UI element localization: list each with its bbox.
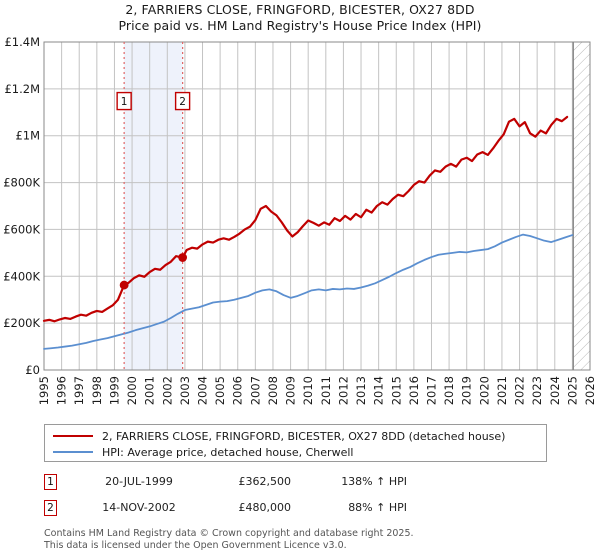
transaction-hpi-delta: 138% ↑ HPI (341, 475, 407, 488)
x-axis-tick-label: 2017 (424, 376, 438, 405)
x-axis-tick-label: 2007 (248, 376, 262, 405)
x-axis-tick-label: 2015 (389, 376, 403, 405)
legend-item-price-paid: 2, FARRIERS CLOSE, FRINGFORD, BICESTER, … (53, 428, 505, 444)
x-axis-tick-label: 2018 (442, 376, 456, 405)
x-axis-tick-label: 2003 (178, 376, 192, 405)
x-axis-tick-label: 2020 (477, 376, 491, 405)
legend-swatch-price-paid-icon (53, 435, 93, 437)
chart-footer: Contains HM Land Registry data © Crown c… (44, 528, 564, 551)
footer-licence: This data is licensed under the Open Gov… (44, 539, 347, 551)
x-axis-tick-label: 2022 (513, 376, 527, 405)
x-axis-tick-label: 1997 (72, 376, 86, 405)
legend-swatch-hpi-icon (53, 451, 93, 453)
x-axis-tick-label: 2006 (231, 376, 245, 405)
transaction-date: 20-JUL-1999 (105, 475, 173, 488)
transaction-point (178, 253, 188, 262)
y-axis-tick-label: £800K (3, 176, 40, 190)
transaction-marker-number: 2 (44, 500, 57, 516)
chart-title-line-1: 2, FARRIERS CLOSE, FRINGFORD, BICESTER, … (125, 2, 475, 17)
marker-badge-number: 2 (179, 96, 186, 108)
marker-badge (116, 91, 132, 111)
legend-label-hpi: HPI: Average price, detached house, Cher… (102, 445, 354, 459)
series-line-hpi (43, 233, 574, 350)
x-axis-tick-label: 2002 (160, 376, 174, 405)
transaction-point (119, 280, 129, 290)
legend-label-price-paid: 2, FARRIERS CLOSE, FRINGFORD, BICESTER, … (102, 429, 506, 443)
x-axis-tick-label: 2026 (583, 376, 597, 405)
x-axis-tick-label: 2023 (530, 376, 544, 405)
chart-legend: 2, FARRIERS CLOSE, FRINGFORD, BICESTER, … (44, 424, 547, 462)
x-axis-tick-label: 2011 (319, 376, 333, 405)
transaction-date: 14-NOV-2002 (102, 501, 176, 514)
x-axis-tick-label: 2024 (548, 376, 562, 405)
x-axis-tick-label: 1998 (90, 376, 104, 405)
x-axis-tick-label: 2009 (284, 376, 298, 405)
transaction-price: £480,000 (238, 501, 292, 514)
x-axis-tick-label: 2001 (143, 376, 157, 405)
x-axis-tick-label: 2014 (372, 376, 386, 405)
x-axis-tick-label: 2013 (354, 376, 368, 405)
marker-badge (174, 91, 191, 111)
y-axis-tick-label: £0 (25, 363, 40, 377)
x-axis-tick-label: 2021 (495, 376, 509, 405)
x-axis-tick-label: 1995 (37, 376, 51, 405)
transaction-price: £362,500 (238, 475, 292, 488)
y-axis-tick-label: £400K (3, 269, 40, 283)
x-axis-tick-label: 2000 (125, 376, 139, 405)
x-axis-tick-label: 1996 (55, 376, 69, 405)
y-axis-tick-label: £1.4M (4, 35, 40, 49)
x-axis-tick-label: 2008 (266, 376, 280, 405)
transaction-hpi-delta: 88% ↑ HPI (348, 501, 407, 514)
x-axis-tick-label: 2016 (407, 376, 421, 405)
x-axis-tick-label: 2010 (301, 376, 315, 405)
legend-item-hpi: HPI: Average price, detached house, Cher… (53, 444, 353, 460)
chart-title: 2, FARRIERS CLOSE, FRINGFORD, BICESTER, … (0, 2, 600, 34)
footer-copyright: Contains HM Land Registry data © Crown c… (44, 528, 414, 539)
transaction-marker-number: 1 (44, 474, 57, 490)
x-axis-tick-label: 2004 (196, 376, 210, 405)
x-axis-tick-label: 2025 (565, 376, 579, 405)
x-axis-tick-label: 2005 (213, 376, 227, 405)
x-axis-tick-label: 1999 (107, 376, 121, 405)
y-axis-tick-label: £200K (3, 316, 40, 330)
series-line-price-paid (42, 115, 569, 323)
y-axis-tick-label: £1M (15, 129, 40, 143)
x-axis-tick-label: 2019 (460, 376, 474, 405)
chart-title-line-2: Price paid vs. HM Land Registry's House … (118, 18, 482, 33)
chart-plot-area: £0 £200K £400K £600K £800K £1M £1.2M £1.4M 1995 1… (3, 35, 597, 405)
marker-badge-number: 1 (121, 96, 128, 108)
y-axis-tick-label: £600K (3, 222, 40, 236)
y-axis-tick-label: £1.2M (4, 82, 40, 96)
x-axis-tick-label: 2012 (336, 376, 350, 405)
